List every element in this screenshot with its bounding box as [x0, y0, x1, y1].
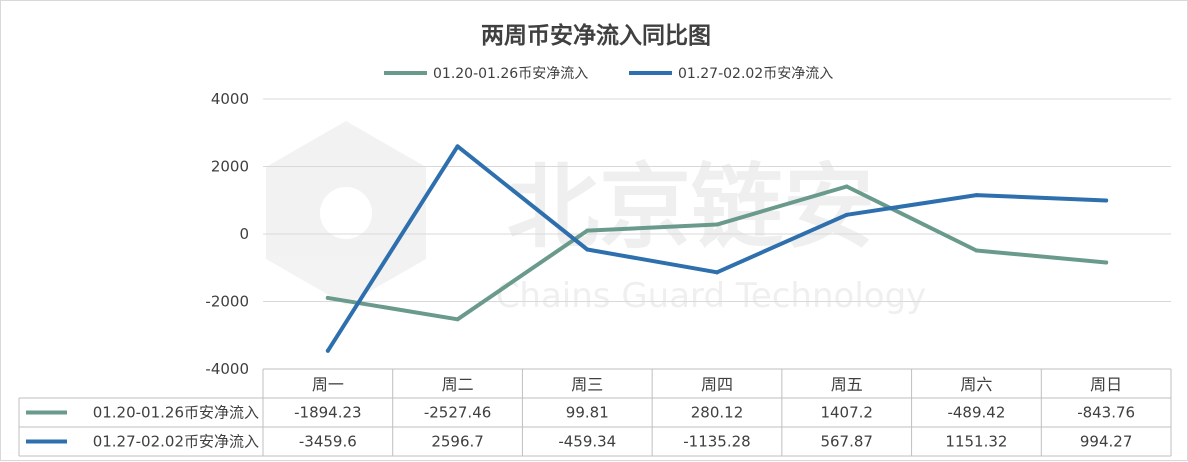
chart-title: 两周币安净流入同比图 — [481, 22, 711, 49]
data-label: 1407.2 — [820, 404, 873, 422]
data-label: -1894.23 — [294, 404, 361, 422]
data-label: -489.42 — [947, 404, 1005, 422]
data-point — [455, 144, 460, 149]
y-tick-label: 0 — [239, 225, 249, 243]
watermark-logo-node-icon — [320, 187, 372, 239]
data-label: -1135.28 — [683, 433, 750, 451]
y-tick-label: 4000 — [211, 90, 249, 108]
data-point — [455, 317, 460, 322]
data-point — [974, 193, 979, 198]
data-point — [844, 184, 849, 189]
x-tick-label: 周三 — [571, 375, 603, 394]
watermark-en-text: Chains Guard Technology — [496, 276, 927, 316]
series-lines — [325, 144, 1109, 353]
data-label: -2527.46 — [424, 404, 491, 422]
y-tick-label: -2000 — [205, 293, 249, 311]
legend: 01.20-01.26币安净流入 01.27-02.02币安净流入 — [384, 66, 833, 82]
data-label: 99.81 — [566, 404, 609, 422]
x-tick-label: 周日 — [1090, 375, 1122, 394]
data-point — [844, 212, 849, 217]
y-axis: 4000 2000 0 -2000 -4000 — [205, 90, 249, 378]
data-label: -3459.6 — [299, 433, 357, 451]
data-label: 994.27 — [1080, 433, 1133, 451]
x-tick-label: 周二 — [442, 375, 474, 394]
x-tick-label: 周六 — [960, 375, 992, 394]
y-tick-label: 2000 — [211, 158, 249, 176]
y-tick-label: -4000 — [205, 360, 249, 378]
data-label: 2596.7 — [431, 433, 484, 451]
data-point — [325, 348, 330, 353]
table-row-label: 01.27-02.02币安净流入 — [93, 433, 259, 451]
data-point — [974, 248, 979, 253]
data-label: -843.76 — [1077, 404, 1135, 422]
data-point — [715, 222, 719, 227]
data-point — [325, 295, 330, 300]
data-label: 1151.32 — [945, 433, 1007, 451]
data-point — [585, 247, 590, 252]
data-label: 280.12 — [691, 404, 744, 422]
x-tick-label: 周五 — [831, 375, 863, 394]
data-label: -459.34 — [558, 433, 616, 451]
gridlines — [263, 98, 1171, 302]
x-tick-label: 周四 — [701, 375, 733, 394]
legend-label-series-1: 01.20-01.26币安净流入 — [433, 66, 588, 82]
data-point — [1104, 260, 1109, 265]
watermark-cn-text: 北京链安 — [507, 154, 875, 261]
table-row-label: 01.20-01.26币安净流入 — [93, 404, 259, 422]
data-point — [585, 228, 590, 233]
watermark: 北京链安 Chains Guard Technology — [266, 121, 926, 316]
data-point — [1104, 198, 1109, 203]
data-label: 567.87 — [820, 433, 873, 451]
legend-label-series-2: 01.27-02.02币安净流入 — [678, 66, 833, 82]
x-tick-label: 周一 — [312, 375, 344, 394]
data-table: 周一 周二 周三 周四 周五 周六 周日 01.20-01.26币安净流入 -1894.23 -2… — [18, 368, 1172, 457]
data-point — [715, 270, 719, 275]
